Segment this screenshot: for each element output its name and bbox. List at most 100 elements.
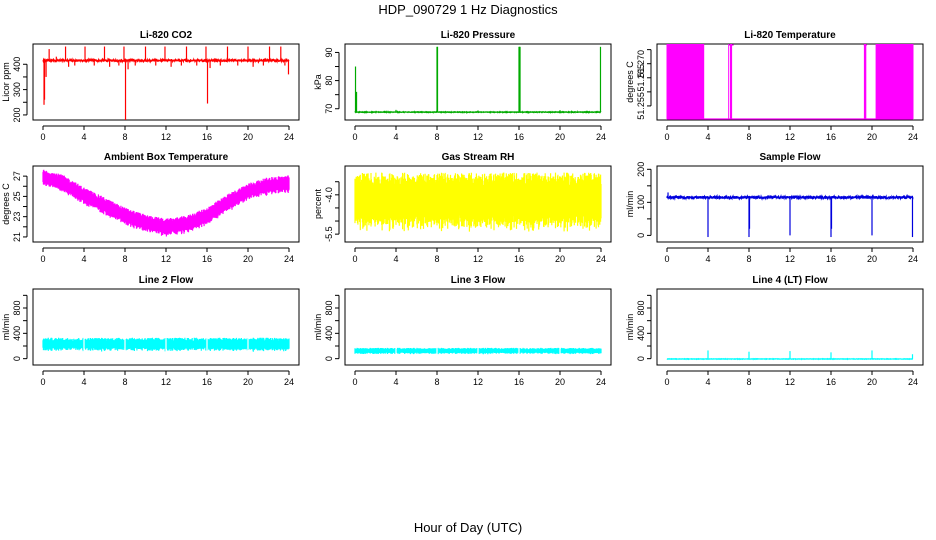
y-tick-label: 800 — [324, 300, 334, 315]
x-tick-label: 0 — [664, 377, 669, 387]
y-tick-label: 70 — [324, 104, 334, 114]
x-tick-label: 8 — [122, 132, 127, 142]
series-group — [354, 347, 602, 355]
x-tick-label: 16 — [826, 254, 836, 264]
y-axis-label: ml/min — [625, 191, 635, 218]
x-tick-label: 12 — [161, 254, 171, 264]
y-tick-label: 0 — [636, 233, 646, 238]
y-tick-label: 400 — [12, 326, 22, 341]
series-toggle-block-4 — [875, 44, 914, 119]
chart-title: Gas Stream RH — [442, 152, 515, 163]
x-tick-label: 8 — [434, 377, 439, 387]
x-tick-label: 20 — [243, 132, 253, 142]
x-tick-label: 8 — [122, 377, 127, 387]
x-tick-label: 24 — [284, 254, 294, 264]
chart-title: Li-820 CO2 — [140, 30, 193, 41]
x-tick-label: 12 — [785, 377, 795, 387]
x-tick-label: 24 — [284, 377, 294, 387]
y-tick-label: 51.270 — [636, 50, 646, 78]
x-tick-label: 0 — [352, 132, 357, 142]
y-tick-label: 200 — [12, 107, 22, 122]
x-tick-label: 4 — [705, 377, 710, 387]
x-tick-label: 8 — [746, 254, 751, 264]
chart-title: Sample Flow — [759, 152, 820, 163]
x-tick-label: 4 — [81, 377, 86, 387]
x-tick-label: 16 — [202, 377, 212, 387]
y-axis-label: Licor ppm — [1, 62, 11, 102]
x-tick-label: 16 — [826, 377, 836, 387]
x-tick-label: 24 — [596, 254, 606, 264]
chart-title: Ambient Box Temperature — [104, 152, 229, 163]
x-tick-label: 24 — [596, 132, 606, 142]
x-tick-label: 8 — [746, 377, 751, 387]
x-tick-label: 16 — [514, 254, 524, 264]
x-tick-label: 4 — [81, 132, 86, 142]
y-tick-label: 400 — [636, 326, 646, 341]
x-tick-label: 0 — [40, 254, 45, 264]
y-tick-label: 400 — [324, 326, 334, 341]
series-band — [354, 172, 602, 232]
x-tick-label: 0 — [40, 377, 45, 387]
y-tick-label: -4.0 — [324, 187, 334, 203]
y-tick-label: -5.5 — [324, 226, 334, 242]
plot-frame — [32, 165, 300, 243]
y-axis-label: ml/min — [313, 314, 323, 341]
y-tick-label: 90 — [324, 47, 334, 57]
y-axis-label: ml/min — [625, 314, 635, 341]
x-tick-label: 12 — [785, 132, 795, 142]
chart-panel-6: Sample Flow 0 4 8 12 16 20 24 0 100 200 ml/min — [625, 152, 924, 264]
plot-frame — [344, 165, 612, 243]
chart-title: Line 4 (LT) Flow — [752, 275, 828, 286]
y-tick-label: 51.255 — [636, 92, 646, 120]
y-tick-label: 21 — [12, 232, 22, 242]
plot-frame — [656, 165, 924, 243]
x-tick-label: 8 — [122, 254, 127, 264]
plot-frame — [656, 288, 924, 366]
x-tick-label: 0 — [664, 132, 669, 142]
y-axis-label: percent — [313, 188, 323, 219]
x-tick-label: 24 — [284, 132, 294, 142]
y-tick-label: 300 — [12, 82, 22, 97]
series-line — [354, 110, 602, 115]
y-tick-label: 100 — [636, 195, 646, 210]
x-tick-label: 0 — [664, 254, 669, 264]
y-tick-label: 23 — [12, 212, 22, 222]
x-tick-label: 24 — [908, 377, 918, 387]
x-tick-label: 16 — [826, 132, 836, 142]
chart-panel-4: Ambient Box Temperature 0 4 8 12 16 20 24 21 23 25… — [1, 152, 300, 264]
x-tick-label: 4 — [393, 254, 398, 264]
series-toggle-block-2 — [728, 44, 733, 119]
y-tick-label: 0 — [324, 356, 334, 361]
x-tick-label: 16 — [202, 132, 212, 142]
series-toggle-block-1 — [666, 44, 705, 119]
series-toggle-block-3 — [863, 44, 867, 119]
x-tick-label: 4 — [393, 132, 398, 142]
x-tick-label: 20 — [243, 377, 253, 387]
y-tick-label: 200 — [636, 162, 646, 177]
chart-title: Li-820 Pressure — [441, 30, 516, 41]
x-tick-label: 20 — [867, 254, 877, 264]
x-tick-label: 12 — [473, 254, 483, 264]
x-tick-label: 4 — [705, 132, 710, 142]
y-tick-label: 800 — [636, 300, 646, 315]
figure-x-axis-label: Hour of Day (UTC) — [414, 520, 522, 535]
y-tick-label: 80 — [324, 76, 334, 86]
y-tick-label: 0 — [12, 356, 22, 361]
x-tick-label: 0 — [352, 254, 357, 264]
x-tick-label: 16 — [514, 132, 524, 142]
x-tick-label: 12 — [161, 377, 171, 387]
x-tick-label: 20 — [555, 132, 565, 142]
y-axis-label: degrees C — [625, 61, 635, 103]
x-tick-label: 16 — [514, 377, 524, 387]
series-group — [42, 169, 290, 237]
x-tick-label: 8 — [434, 254, 439, 264]
x-tick-label: 0 — [352, 377, 357, 387]
chart-title: Li-820 Temperature — [744, 30, 836, 41]
series-group — [666, 350, 914, 361]
x-tick-label: 20 — [555, 254, 565, 264]
